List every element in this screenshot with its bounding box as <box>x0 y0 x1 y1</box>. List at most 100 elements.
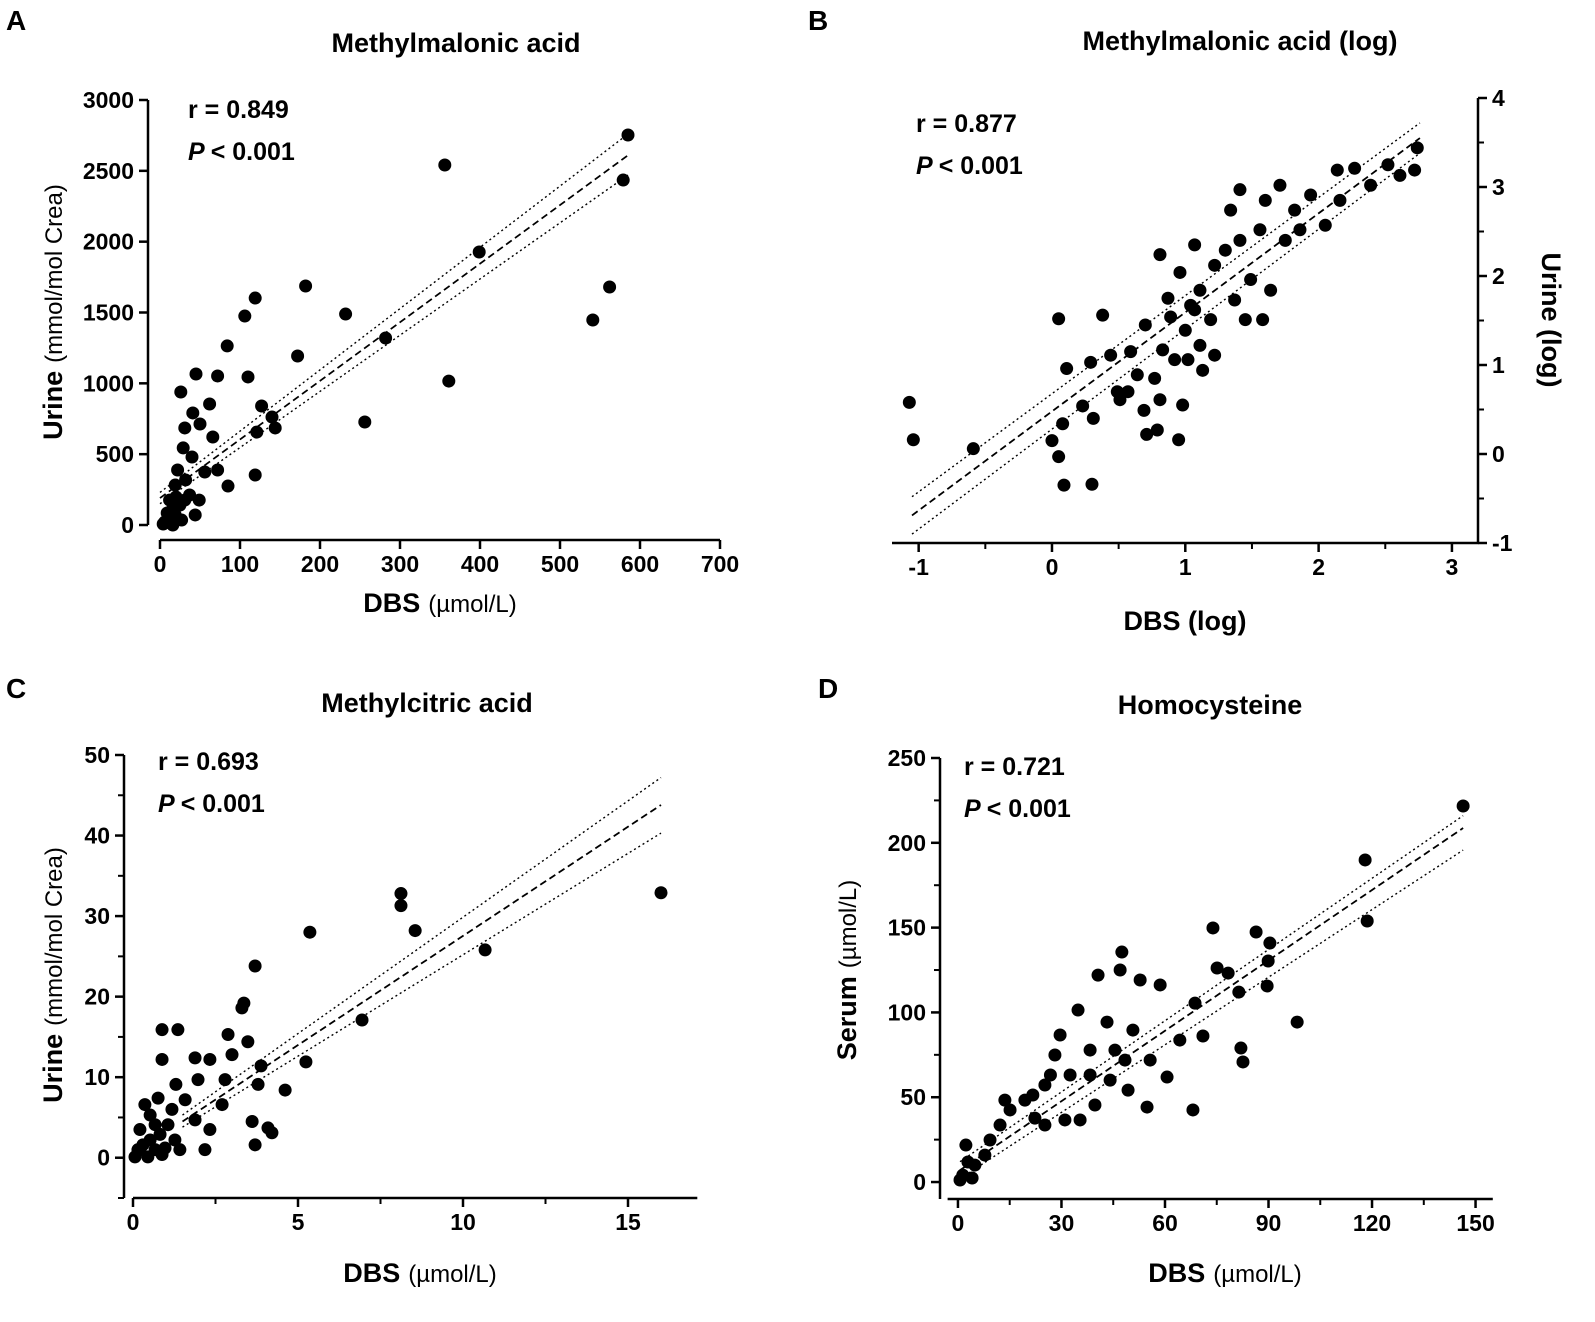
data-point <box>1408 163 1422 177</box>
y-axis-label: Serum (µmol/L) <box>832 880 862 1061</box>
y-tick-label: 40 <box>84 823 110 849</box>
data-point <box>1104 348 1118 362</box>
data-point <box>188 1051 202 1065</box>
y-tick-label: 50 <box>900 1084 926 1110</box>
panel-letter: C <box>6 673 26 704</box>
p-annotation: P < 0.001 <box>158 790 265 818</box>
regression-line <box>159 154 629 499</box>
panel: B Methylmalonic acid (log) r = 0.877 P < 0.0… <box>808 5 1566 636</box>
data-point <box>906 433 920 447</box>
data-point <box>339 307 353 321</box>
x-tick-label: 100 <box>221 551 259 577</box>
data-point <box>1333 193 1347 207</box>
data-point <box>1153 978 1167 992</box>
data-point <box>155 1052 169 1066</box>
panel-letter: A <box>6 5 26 36</box>
data-point <box>1196 1029 1210 1043</box>
data-point <box>203 1123 217 1137</box>
data-point <box>238 309 252 323</box>
data-point <box>261 1121 275 1135</box>
data-point <box>1186 1103 1200 1117</box>
panel-letter: B <box>808 5 828 36</box>
y-axis-label: Urine (mmol/mol Crea) <box>38 847 68 1103</box>
data-point <box>1091 968 1105 982</box>
data-point <box>1143 1053 1157 1067</box>
data-point <box>1176 398 1190 412</box>
data-point <box>965 1171 979 1185</box>
data-point <box>1038 1078 1052 1092</box>
data-point <box>1048 1048 1062 1062</box>
p-annotation: P < 0.001 <box>964 795 1071 823</box>
data-point <box>1086 411 1100 425</box>
data-point <box>278 1083 292 1097</box>
data-point <box>1156 343 1170 357</box>
data-point <box>959 1138 973 1152</box>
panel-title: Methylmalonic acid (log) <box>1082 26 1397 56</box>
y-tick-label: 100 <box>888 999 926 1025</box>
data-point <box>1083 1068 1097 1082</box>
x-tick-label: 5 <box>292 1209 305 1235</box>
data-point <box>1244 273 1258 287</box>
data-point <box>175 513 189 527</box>
y-label-unit: (mmol/mol Crea) <box>41 184 68 363</box>
data-point <box>1085 477 1099 491</box>
data-point <box>1130 368 1144 382</box>
data-point <box>189 367 203 381</box>
data-point <box>1304 188 1318 202</box>
y-tick-label: 0 <box>1492 441 1505 467</box>
y-tick-label: 0 <box>97 1145 110 1171</box>
data-point <box>998 1093 1012 1107</box>
data-point <box>603 280 617 294</box>
data-point <box>1028 1111 1042 1125</box>
data-point <box>1126 1023 1140 1037</box>
ci-upper-line <box>959 815 1464 1163</box>
data-point <box>1043 1068 1057 1082</box>
data-point <box>299 1055 313 1069</box>
y-tick-label: 10 <box>84 1064 110 1090</box>
data-point <box>1063 1068 1077 1082</box>
y-tick-label: 250 <box>888 745 926 771</box>
x-tick-label: 300 <box>381 551 419 577</box>
panel: A Methylmalonic acid r = 0.849 P < 0.001 0 100… <box>6 5 739 618</box>
data-point <box>156 517 170 531</box>
y-tick-label: 3 <box>1492 174 1505 200</box>
data-point <box>165 1102 179 1116</box>
x-tick-label: 1 <box>1179 554 1192 580</box>
data-point <box>1115 945 1129 959</box>
r-annotation: r = 0.849 <box>188 96 289 124</box>
data-point <box>248 468 262 482</box>
y-tick-label: 1000 <box>83 370 134 396</box>
x-tick-label: -1 <box>908 554 929 580</box>
ci-upper-line <box>911 122 1421 498</box>
data-point <box>192 493 206 507</box>
x-label-unit: (µmol/L) <box>1213 1261 1302 1288</box>
data-point <box>193 417 207 431</box>
data-point <box>1218 243 1232 257</box>
y-tick-label: 150 <box>888 915 926 941</box>
data-point <box>143 1133 157 1147</box>
data-point <box>1260 979 1274 993</box>
p-value: < 0.001 <box>939 152 1023 180</box>
r-annotation: r = 0.877 <box>916 110 1017 138</box>
data-point <box>1456 799 1470 813</box>
x-tick-label: 30 <box>1049 1210 1075 1236</box>
data-point <box>1096 308 1110 322</box>
data-point <box>983 1133 997 1147</box>
data-point <box>1318 218 1332 232</box>
data-point <box>1238 313 1252 327</box>
data-point <box>1249 925 1263 939</box>
data-point <box>1204 313 1218 327</box>
data-point <box>1057 478 1071 492</box>
data-point <box>155 1148 169 1162</box>
data-point <box>248 959 262 973</box>
y-label-main: Serum <box>832 976 862 1060</box>
p-symbol: P <box>964 795 981 823</box>
ci-lower-line <box>911 152 1421 535</box>
data-point <box>203 397 217 411</box>
data-point <box>241 1035 255 1049</box>
x-axis-label: DBS (log) <box>1124 606 1247 636</box>
data-point <box>221 479 235 493</box>
y-label-unit: (µmol/L) <box>835 880 862 969</box>
data-point <box>169 1077 183 1091</box>
y-tick-label: 1500 <box>83 300 134 326</box>
